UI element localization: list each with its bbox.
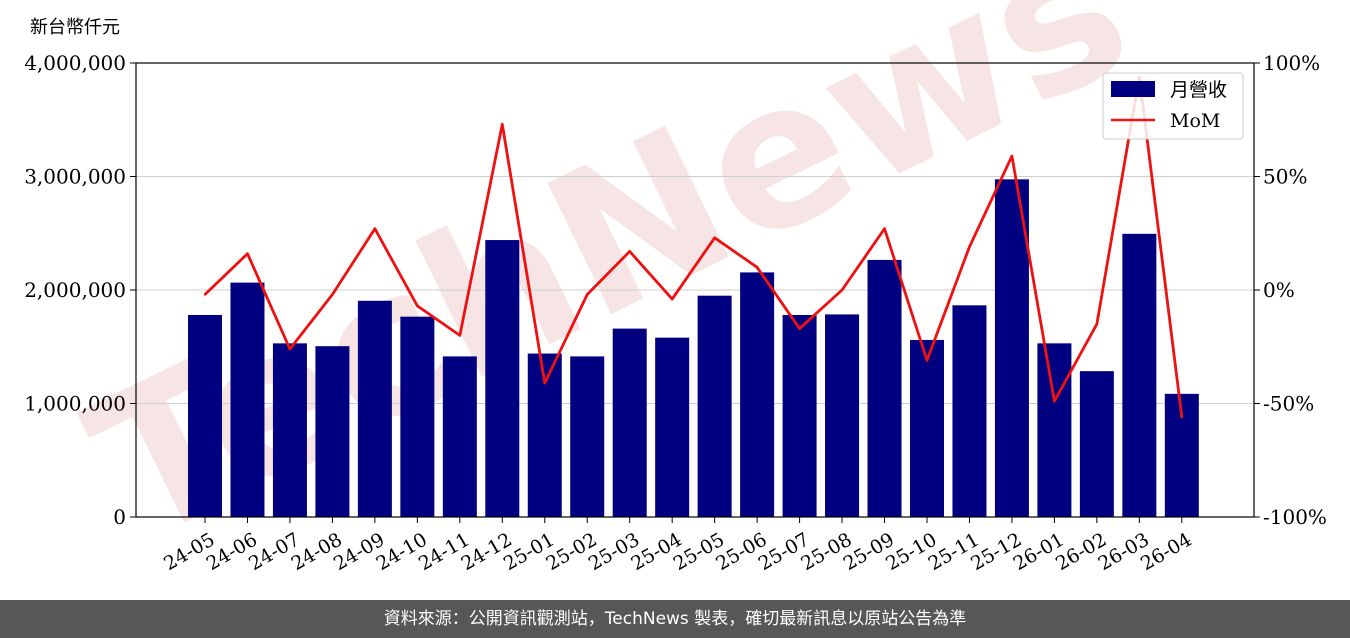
mom-point bbox=[840, 288, 844, 292]
y2-tick-label: -50% bbox=[1263, 392, 1314, 416]
mom-point bbox=[925, 359, 929, 362]
revenue-bar bbox=[1122, 233, 1157, 517]
revenue-bar bbox=[442, 356, 477, 517]
source-footer: 資料來源：公開資訊觀測站，TechNews 製表，確切最新訊息以原站公告為準 bbox=[0, 600, 1350, 638]
revenue-bar bbox=[485, 240, 520, 517]
y2-tick-label: 0% bbox=[1263, 278, 1295, 302]
revenue-chart: TechNews 01,000,0002,000,0003,000,0004,0… bbox=[24, 0, 1327, 587]
mom-point bbox=[1010, 154, 1014, 158]
revenue-bar bbox=[570, 356, 605, 517]
legend-bar-swatch bbox=[1111, 81, 1155, 97]
mom-point bbox=[1180, 415, 1184, 419]
mom-point bbox=[968, 245, 971, 249]
mom-point bbox=[628, 250, 631, 253]
revenue-bar bbox=[400, 316, 435, 517]
revenue-bar bbox=[909, 339, 944, 517]
revenue-bar bbox=[782, 314, 817, 517]
mom-point bbox=[1095, 322, 1099, 326]
mom-point bbox=[203, 293, 207, 296]
mom-point bbox=[458, 334, 462, 337]
y-tick-label: 1,000,000 bbox=[24, 392, 126, 416]
mom-point bbox=[543, 381, 546, 385]
mom-point bbox=[501, 123, 504, 126]
mom-point bbox=[288, 347, 292, 351]
revenue-bar bbox=[952, 305, 987, 517]
mom-point bbox=[713, 236, 716, 239]
mom-point bbox=[798, 327, 801, 330]
revenue-bar bbox=[315, 346, 350, 517]
revenue-bar bbox=[272, 343, 307, 517]
y2-tick-label: 100% bbox=[1263, 51, 1320, 75]
y-axis-unit-label: 新台幣仟元 bbox=[30, 17, 120, 38]
bars-layer bbox=[188, 179, 1199, 517]
legend-line-label: MoM bbox=[1170, 110, 1220, 132]
revenue-bar bbox=[357, 300, 392, 517]
y2-tick-label: -100% bbox=[1263, 505, 1327, 529]
mom-line bbox=[204, 75, 1184, 418]
y2-tick-label: 50% bbox=[1263, 165, 1307, 189]
legend-bar-label: 月營收 bbox=[1170, 79, 1227, 101]
y-tick-label: 3,000,000 bbox=[24, 165, 126, 189]
revenue-bar bbox=[655, 337, 690, 517]
revenue-bar bbox=[994, 179, 1029, 517]
mom-point bbox=[755, 266, 759, 269]
mom-point bbox=[586, 293, 589, 296]
legend: 月營收 MoM bbox=[1102, 72, 1244, 140]
revenue-bar bbox=[825, 314, 860, 517]
y-tick-label: 2,000,000 bbox=[24, 278, 126, 302]
mom-point bbox=[246, 252, 249, 255]
mom-point bbox=[670, 297, 674, 301]
revenue-bar bbox=[230, 282, 265, 517]
y-tick-label: 0 bbox=[113, 505, 126, 529]
revenue-bar bbox=[740, 272, 775, 517]
mom-point bbox=[416, 304, 419, 308]
revenue-bar bbox=[1037, 343, 1072, 517]
mom-point bbox=[373, 227, 377, 230]
mom-point bbox=[1053, 400, 1056, 403]
y-tick-label: 4,000,000 bbox=[24, 51, 126, 75]
revenue-bar bbox=[612, 328, 647, 517]
revenue-bar bbox=[188, 314, 222, 517]
mom-point bbox=[331, 293, 334, 296]
revenue-bar bbox=[867, 259, 902, 517]
revenue-bar bbox=[697, 295, 732, 517]
mom-point bbox=[883, 227, 886, 230]
revenue-bar bbox=[1079, 371, 1114, 517]
